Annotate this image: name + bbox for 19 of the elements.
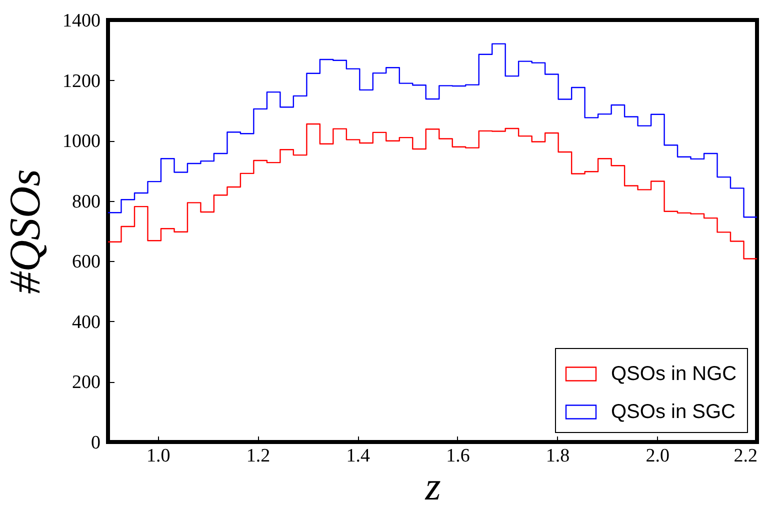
x-tick-label: 1.0: [146, 446, 170, 466]
x-tick-label: 1.4: [346, 446, 370, 466]
y-tick-label: 600: [72, 252, 100, 273]
x-tick-label: 2.2: [734, 446, 758, 466]
legend-label: QSOs in SGC: [611, 401, 736, 423]
y-tick-label: 1200: [62, 70, 100, 92]
x-tick-label: 1.8: [546, 446, 570, 466]
x-tick-label: 1.2: [246, 446, 270, 466]
x-tick-label: 2.0: [646, 446, 670, 466]
y-tick-label: 0: [91, 432, 100, 454]
y-tick-label: 1400: [62, 10, 100, 32]
x-axis-title: z: [424, 464, 442, 507]
y-tick-label: 1000: [62, 131, 100, 152]
y-tick-label: 400: [72, 312, 100, 333]
y-tick-label: 200: [72, 372, 100, 394]
x-tick-label: 1.6: [446, 446, 470, 466]
y-tick-label: 800: [72, 191, 100, 212]
legend-label: QSOs in NGC: [611, 363, 737, 385]
y-axis-title: #QSOs: [0, 169, 50, 294]
